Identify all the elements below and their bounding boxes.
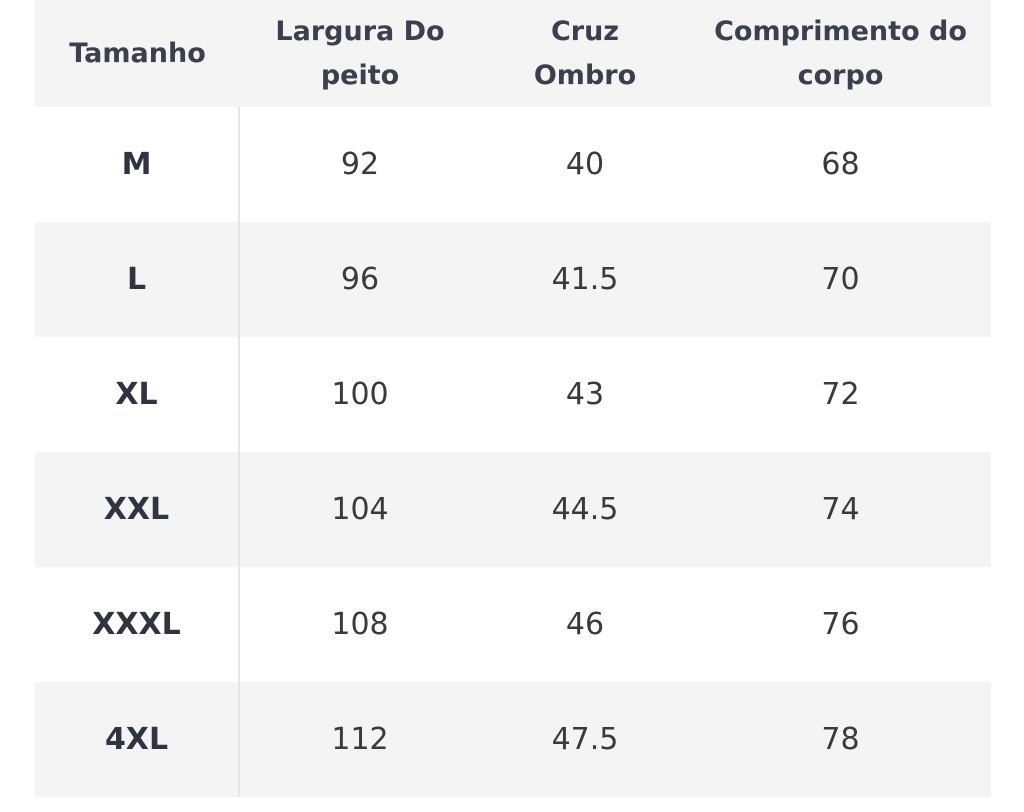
value-cell: 100 — [331, 377, 389, 412]
value-cell: 78 — [821, 722, 860, 757]
header-row: Tamanho Largura Do peito Cruz Ombro Comprimen… — [35, 0, 991, 107]
size-table: Tamanho Largura Do peito Cruz Ombro Comprimen… — [35, 0, 991, 797]
value-cell: 74 — [821, 492, 860, 527]
value-cell: 68 — [821, 147, 860, 182]
value-cell: 112 — [331, 722, 389, 757]
table-row: XXL 104 44.5 74 — [35, 452, 991, 567]
value-cell: 92 — [340, 147, 380, 182]
table-row: XL 100 43 72 — [35, 337, 991, 452]
size-cell: 4XL — [35, 682, 240, 797]
value-cell: 72 — [821, 377, 860, 412]
header-cell: Tamanho — [35, 0, 240, 107]
table-row: XXXL 108 46 76 — [35, 567, 991, 682]
header-text: corpo — [797, 59, 884, 91]
value-cell: 41.5 — [551, 262, 619, 297]
size-cell: XXL — [35, 452, 240, 567]
header-text: Tamanho — [69, 37, 206, 69]
value-cell: 40 — [565, 147, 605, 182]
value-cell: 43 — [565, 377, 605, 412]
header-text: Ombro — [533, 59, 637, 91]
header-cell: Cruz Ombro — [480, 0, 690, 107]
value-cell: 46 — [565, 607, 605, 642]
table-row: L 96 41.5 70 — [35, 222, 991, 337]
header-text: peito — [320, 59, 400, 91]
header-cell: Comprimento do corpo — [690, 0, 991, 107]
value-cell: 70 — [821, 262, 860, 297]
header-text: Comprimento do — [714, 15, 967, 47]
table-row: 4XL 112 47.5 78 — [35, 682, 991, 797]
size-cell: XL — [35, 337, 240, 452]
header-text: Largura Do — [275, 15, 445, 47]
value-cell: 47.5 — [551, 722, 619, 757]
size-cell: XXXL — [35, 567, 240, 682]
header-text: Cruz — [550, 15, 620, 47]
value-cell: 76 — [821, 607, 860, 642]
value-cell: 104 — [331, 492, 389, 527]
value-cell: 44.5 — [551, 492, 619, 527]
size-cell: L — [35, 222, 240, 337]
header-cell: Largura Do peito — [240, 0, 480, 107]
value-cell: 96 — [340, 262, 380, 297]
value-cell: 108 — [331, 607, 389, 642]
table-row: M 92 40 68 — [35, 107, 991, 222]
size-cell: M — [35, 107, 240, 222]
